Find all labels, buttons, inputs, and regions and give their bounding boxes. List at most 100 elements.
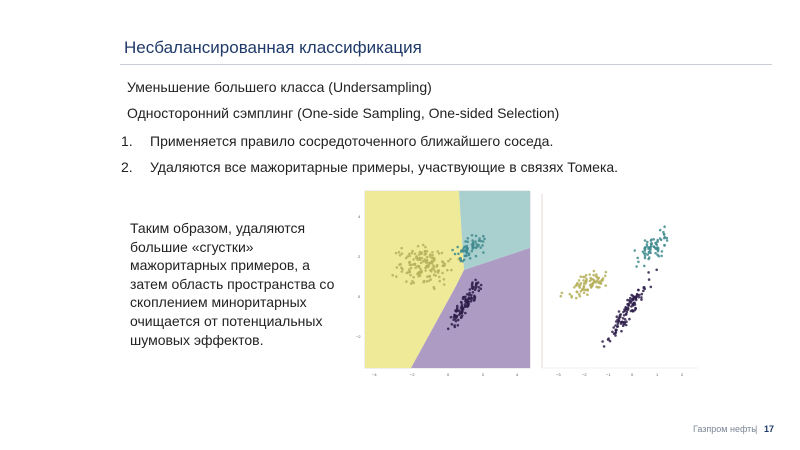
scatter-point xyxy=(425,249,429,253)
svg-text:4: 4 xyxy=(358,214,361,219)
scatter-point xyxy=(407,252,411,256)
scatter-point xyxy=(643,246,647,249)
scatter-point xyxy=(633,303,637,306)
scatter-point xyxy=(612,326,615,329)
scatter-point xyxy=(473,288,477,291)
scatter-point xyxy=(471,239,474,242)
scatter-point xyxy=(612,332,616,335)
scatter-point xyxy=(611,330,614,334)
svg-text:−2: −2 xyxy=(356,334,361,339)
scatter-point xyxy=(416,244,420,248)
scatter-point xyxy=(643,239,647,242)
scatter-point xyxy=(559,294,563,298)
scatter-point xyxy=(419,267,422,270)
scatter-point xyxy=(620,329,623,333)
scatter-point xyxy=(570,296,573,299)
scatter-point xyxy=(441,271,444,275)
scatter-point xyxy=(446,268,449,272)
scatter-point xyxy=(459,312,462,315)
scatter-point xyxy=(449,257,452,261)
scatter-point xyxy=(466,240,469,244)
scatter-point xyxy=(450,268,453,272)
scatter-point xyxy=(462,295,465,299)
scatter-point xyxy=(665,239,669,242)
scatter-point xyxy=(601,277,605,280)
scatter-point xyxy=(603,274,607,278)
scatter-point xyxy=(435,265,439,268)
scatter-point xyxy=(647,251,651,254)
scatter-point xyxy=(455,306,459,310)
scatter-point xyxy=(453,314,457,318)
scatter-point xyxy=(641,250,645,254)
svg-text:4: 4 xyxy=(516,372,519,377)
scatter-point xyxy=(477,239,481,242)
scatter-point xyxy=(656,248,659,251)
scatter-point xyxy=(655,268,658,272)
scatter-point xyxy=(644,252,647,255)
scatter-point xyxy=(424,245,427,249)
scatter-point xyxy=(654,242,658,245)
scatter-point xyxy=(460,315,463,319)
scatter-point xyxy=(649,285,653,289)
scatter-point xyxy=(645,245,649,248)
scatter-point xyxy=(481,240,485,243)
scatter-point xyxy=(459,306,463,310)
scatter-point xyxy=(474,234,478,238)
scatter-point xyxy=(431,267,434,270)
scatter-point xyxy=(432,285,436,289)
scatter-point xyxy=(604,270,608,274)
scatter-point xyxy=(637,260,640,264)
scatter-point xyxy=(426,275,429,278)
scatter-point xyxy=(408,254,411,258)
scatter-point xyxy=(595,279,599,283)
scatter-point xyxy=(663,235,667,239)
scatter-point xyxy=(623,309,627,312)
scatter-point xyxy=(647,271,650,274)
scatter-point xyxy=(623,318,627,321)
scatter-point xyxy=(660,254,663,258)
scatter-point xyxy=(465,301,468,304)
scatter-point xyxy=(475,242,478,246)
scatter-point xyxy=(420,256,424,260)
scatter-point xyxy=(409,266,413,270)
scatter-point xyxy=(476,244,480,248)
scatter-point xyxy=(560,291,564,295)
scatter-point xyxy=(422,280,425,284)
scatter-point xyxy=(640,298,643,301)
svg-text:−4: −4 xyxy=(372,372,377,377)
scatter-plot: −3 −2 −1 0 1 2 xyxy=(541,194,698,377)
svg-text:0: 0 xyxy=(447,372,450,377)
scatter-point xyxy=(656,246,659,249)
scatter-point xyxy=(624,313,628,316)
svg-text:0: 0 xyxy=(358,294,361,299)
teal-region xyxy=(459,191,530,270)
scatter-point xyxy=(428,255,432,258)
scatter-point xyxy=(466,247,469,250)
scatter-point xyxy=(622,314,626,317)
scatter-point xyxy=(456,304,459,308)
scatter-point xyxy=(460,301,463,305)
list-item-1-text: Применяется правило сосредоточенного бли… xyxy=(150,133,554,149)
scatter-point xyxy=(466,304,470,308)
scatter-point xyxy=(429,278,432,281)
scatter-point xyxy=(648,246,651,250)
scatter-point xyxy=(575,290,579,293)
scatter-point xyxy=(423,259,426,263)
scatter-point xyxy=(468,257,472,260)
svg-text:−2: −2 xyxy=(582,372,587,377)
svg-text:2: 2 xyxy=(681,372,684,377)
scatter-point xyxy=(619,320,623,324)
scatter-point xyxy=(464,311,467,315)
scatter-point xyxy=(573,286,576,289)
scatter-point xyxy=(579,275,582,278)
scatter-point xyxy=(479,283,483,287)
scatter-point xyxy=(457,309,461,312)
scatter-point xyxy=(451,248,454,252)
scatter-point xyxy=(614,320,618,323)
scatter-point xyxy=(650,238,653,241)
scatter-point xyxy=(591,277,594,281)
scatter-point xyxy=(617,320,620,323)
svg-text:2: 2 xyxy=(358,254,361,259)
explanation-paragraph: Таким образом, удаляются большие «сгустк… xyxy=(130,220,335,348)
scatter-point xyxy=(421,243,425,247)
